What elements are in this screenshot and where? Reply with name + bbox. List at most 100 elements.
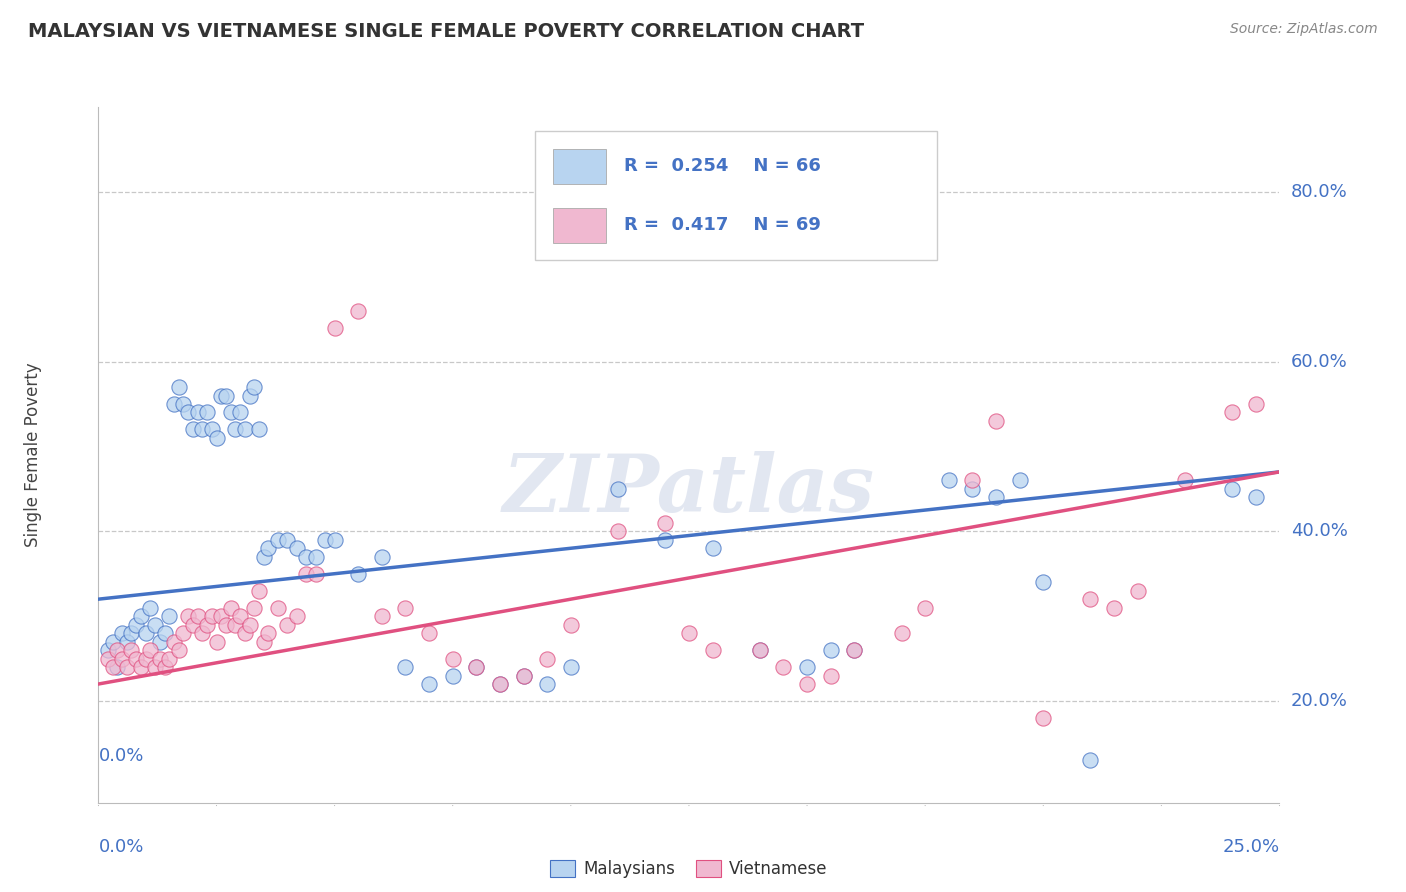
Point [224,422,246,436]
Point [820,668,842,682]
Point [139,643,162,657]
Point [139,600,162,615]
Point [489,677,512,691]
Text: 80.0%: 80.0% [1291,183,1347,201]
Point [105,643,128,657]
Point [243,600,266,615]
Point [984,491,1007,505]
Point [820,643,842,657]
FancyBboxPatch shape [536,131,936,260]
Point [371,609,394,624]
Text: Single Female Poverty: Single Female Poverty [24,363,42,547]
Legend: Malaysians, Vietnamese: Malaysians, Vietnamese [544,854,834,885]
Point [1080,753,1102,767]
Point [285,609,308,624]
Bar [553,149,606,184]
Point [512,668,534,682]
Bar [553,208,606,243]
Point [253,549,276,564]
Point [347,566,370,581]
Point [195,617,218,632]
Point [167,643,190,657]
Point [418,626,440,640]
Point [253,634,276,648]
Point [772,660,794,674]
Point [796,677,818,691]
Point [224,617,246,632]
Point [276,533,298,547]
Text: 0.0%: 0.0% [98,747,143,765]
Point [157,651,180,665]
Point [441,651,464,665]
Point [276,617,298,632]
Text: 20.0%: 20.0% [1291,692,1347,710]
Point [115,634,138,648]
Point [512,668,534,682]
Point [125,651,148,665]
Point [135,626,157,640]
Point [536,677,558,691]
Point [844,643,866,657]
Point [187,405,209,419]
Point [125,617,148,632]
Point [371,549,394,564]
Point [243,380,266,394]
Text: 0.0%: 0.0% [98,838,143,855]
Point [181,422,204,436]
Point [187,609,209,624]
Point [1220,405,1243,419]
Point [229,609,252,624]
Point [560,617,582,632]
Point [1174,474,1197,488]
Point [97,651,120,665]
Point [796,660,818,674]
Point [101,634,124,648]
Point [219,405,242,419]
Point [129,609,152,624]
Point [323,320,346,334]
Point [219,600,242,615]
Point [205,431,228,445]
Text: MALAYSIAN VS VIETNAMESE SINGLE FEMALE POVERTY CORRELATION CHART: MALAYSIAN VS VIETNAMESE SINGLE FEMALE PO… [28,22,865,41]
Point [1220,482,1243,496]
Point [890,626,912,640]
Point [115,660,138,674]
Point [149,634,172,648]
Point [239,388,262,402]
Point [654,516,676,530]
Point [295,566,318,581]
Point [201,609,224,624]
Point [239,617,262,632]
Point [1032,711,1054,725]
Text: R =  0.417    N = 69: R = 0.417 N = 69 [624,217,821,235]
Text: 60.0%: 60.0% [1291,352,1347,370]
Point [607,524,630,539]
Point [229,405,252,419]
Text: 25.0%: 25.0% [1222,838,1279,855]
Point [111,626,134,640]
Point [844,643,866,657]
Point [267,600,290,615]
Point [441,668,464,682]
Point [347,303,370,318]
Point [295,549,318,564]
Point [1102,600,1125,615]
Point [105,660,128,674]
Point [135,651,157,665]
Point [215,388,238,402]
Text: 40.0%: 40.0% [1291,523,1347,541]
Text: ZIPatlas: ZIPatlas [503,451,875,528]
Point [394,660,416,674]
Point [1008,474,1031,488]
Point [172,626,194,640]
Point [418,677,440,691]
Point [215,617,238,632]
Point [129,660,152,674]
Point [748,643,770,657]
Point [163,634,186,648]
Point [323,533,346,547]
Point [1032,575,1054,590]
Point [1080,592,1102,607]
Point [177,609,200,624]
Point [314,533,336,547]
